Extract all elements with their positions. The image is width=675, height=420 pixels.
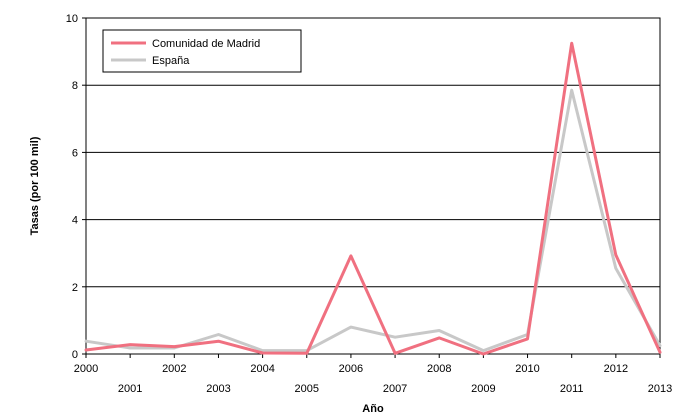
x-tick-label: 2001 xyxy=(118,383,142,395)
x-tick-label: 2000 xyxy=(74,363,98,375)
x-tick-label: 2003 xyxy=(206,383,230,395)
x-tick-label: 2013 xyxy=(648,383,672,395)
y-tick-label: 6 xyxy=(72,147,78,159)
y-tick-label: 0 xyxy=(72,349,78,361)
x-tick-label: 2008 xyxy=(427,363,451,375)
x-tick-label: 2009 xyxy=(471,383,495,395)
legend-label-madrid: Comunidad de Madrid xyxy=(152,38,260,50)
legend-box xyxy=(102,29,302,73)
y-tick-label: 2 xyxy=(72,282,78,294)
series-lines xyxy=(84,41,662,356)
legend: Comunidad de Madrid España xyxy=(102,29,302,73)
x-tick-label: 2012 xyxy=(604,363,628,375)
y-tick-label: 4 xyxy=(72,215,78,227)
x-axis-title: Año xyxy=(362,403,384,415)
x-tick-label: 2006 xyxy=(339,363,363,375)
x-tick-label: 2007 xyxy=(383,383,407,395)
series-line-madrid xyxy=(84,41,662,356)
y-axis-title: Tasas (por 100 mil) xyxy=(29,136,41,235)
grid-lines xyxy=(86,84,660,288)
legend-label-espana: España xyxy=(152,55,190,67)
x-axis-ticks: 2000 2001 2002 2003 2004 2005 2006 2007 2008 2009… xyxy=(74,354,672,395)
x-tick-label: 2011 xyxy=(560,383,584,395)
y-axis-ticks: 0 2 4 6 8 10 xyxy=(66,13,86,361)
x-tick-label: 2010 xyxy=(515,363,539,375)
y-tick-label: 8 xyxy=(72,80,78,92)
x-tick-label: 2002 xyxy=(162,363,186,375)
series-line-espana xyxy=(84,88,662,353)
x-tick-label: 2005 xyxy=(295,383,319,395)
y-tick-label: 10 xyxy=(66,13,78,25)
x-tick-label: 2004 xyxy=(250,363,274,375)
plot-frame xyxy=(85,17,661,355)
